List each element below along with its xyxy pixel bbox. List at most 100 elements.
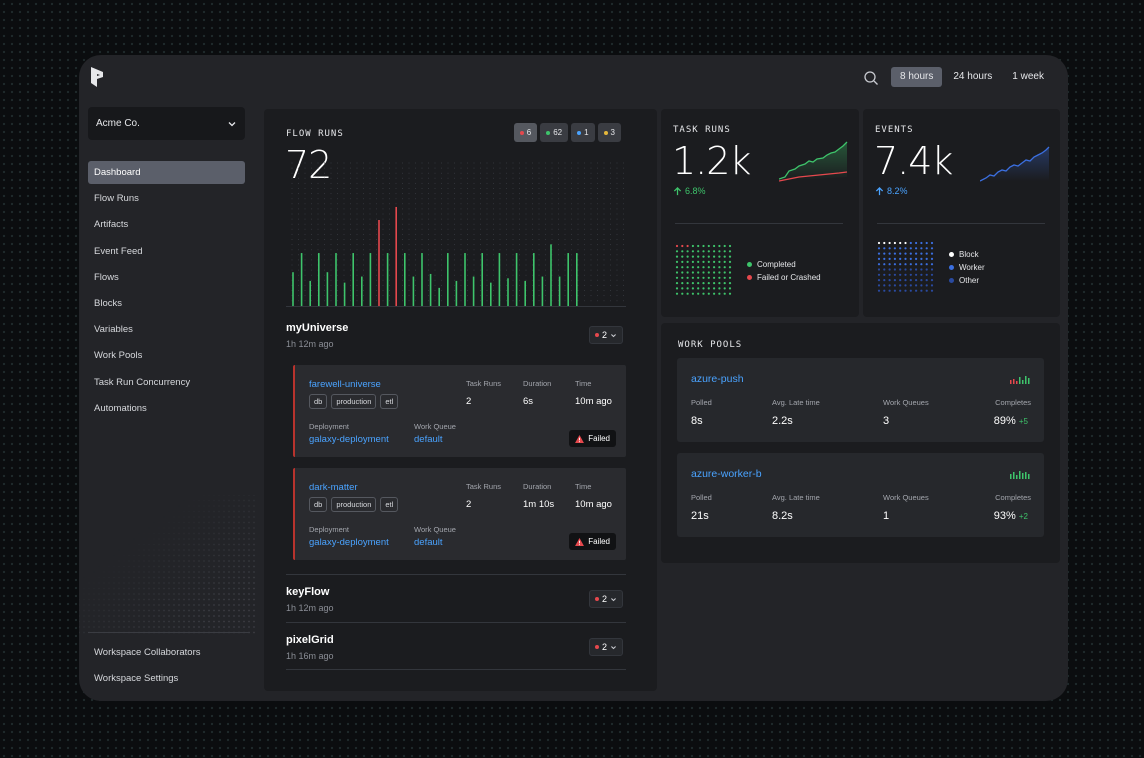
arrow-up-icon <box>875 186 884 195</box>
arrow-up-icon <box>673 186 682 195</box>
duration-label: Duration <box>523 482 552 491</box>
deployment-link[interactable]: galaxy-deployment <box>309 537 389 548</box>
tag[interactable]: production <box>331 394 377 409</box>
sidebar-item-flows[interactable]: Flows <box>94 271 119 283</box>
tag[interactable]: db <box>309 497 328 512</box>
chip-count: 6 <box>526 128 532 137</box>
sidebar-item-blocks[interactable]: Blocks <box>94 297 122 309</box>
chip-count: 3 <box>610 128 615 137</box>
events-title: EVENTS <box>875 125 914 135</box>
late-value: 2.2s <box>772 415 793 427</box>
trend-value: 8.2% <box>887 186 908 196</box>
duration-value: 6s <box>523 396 534 407</box>
legend-label: Completed <box>757 260 796 269</box>
row-divider <box>286 306 626 307</box>
state-badge-failed: Failed <box>569 430 616 447</box>
time-value: 10m ago <box>575 396 612 407</box>
workspace-name: Acme Co. <box>96 118 140 129</box>
prefect-logo-icon[interactable] <box>89 67 105 87</box>
trend-value: 6.8% <box>685 186 706 196</box>
sidebar-item-variables[interactable]: Variables <box>94 324 133 336</box>
pool-activity-bars <box>1010 471 1030 479</box>
run-name-link[interactable]: dark-matter <box>309 482 358 493</box>
search-icon[interactable] <box>863 70 879 86</box>
events-trend: 8.2% <box>875 186 908 196</box>
task-runs-total: 1.2k <box>672 139 751 183</box>
work-pool-card[interactable]: azure-worker-b Polled 21s Avg. Late time… <box>677 453 1044 537</box>
state-badge-failed: Failed <box>569 533 616 550</box>
flow-run-card[interactable]: farewell-universe db production etl Task… <box>293 365 626 457</box>
completes-delta: +5 <box>1018 417 1028 426</box>
work-queue-link[interactable]: default <box>414 434 443 445</box>
task-runs-value: 2 <box>466 499 472 510</box>
tag[interactable]: db <box>309 394 328 409</box>
flow-row-pixelgrid[interactable]: pixelGrid 1h 16m ago 2 <box>286 634 626 664</box>
pool-name-link[interactable]: azure-push <box>691 373 744 385</box>
workspace-select[interactable]: Acme Co. <box>88 107 245 140</box>
task-runs-value: 2 <box>466 396 472 407</box>
failed-count-badge[interactable]: 2 <box>588 326 623 344</box>
warning-icon <box>575 434 585 443</box>
work-queue-link[interactable]: default <box>414 537 443 548</box>
flow-runs-title: FLOW RUNS <box>286 129 344 139</box>
polled-value: 21s <box>691 510 709 522</box>
tag[interactable]: etl <box>380 497 399 512</box>
deployment-link[interactable]: galaxy-deployment <box>309 434 389 445</box>
flow-name: keyFlow <box>286 586 330 598</box>
sidebar-item-dashboard[interactable]: Dashboard <box>88 161 245 184</box>
legend-label: Worker <box>959 263 985 272</box>
tag[interactable]: production <box>331 497 377 512</box>
failed-count-badge[interactable]: 2 <box>588 638 623 656</box>
state-chip-completed[interactable]: 62 <box>540 123 569 142</box>
completes-percent: 93% <box>993 510 1016 522</box>
flow-row-keyflow[interactable]: keyFlow 1h 12m ago 2 <box>286 586 626 616</box>
flow-name: pixelGrid <box>286 634 334 646</box>
sidebar-item-work-pools[interactable]: Work Pools <box>94 350 143 362</box>
completed-dot-icon <box>747 262 752 267</box>
events-dot-grid <box>877 241 934 292</box>
queues-label: Work Queues <box>883 493 929 502</box>
state-label: Failed <box>588 434 610 443</box>
sidebar-item-task-run-concurrency[interactable]: Task Run Concurrency <box>94 376 191 388</box>
run-name-link[interactable]: farewell-universe <box>309 379 381 390</box>
late-value: 8.2s <box>772 510 793 522</box>
sidebar-nav: Dashboard Flow Runs Artifacts Event Feed… <box>88 161 245 423</box>
range-24-hours[interactable]: 24 hours <box>953 71 993 82</box>
chip-count: 62 <box>553 128 563 137</box>
time-value: 10m ago <box>575 499 612 510</box>
task-runs-sparkline <box>779 141 848 182</box>
badge-count: 2 <box>601 594 607 604</box>
failed-count-badge[interactable]: 2 <box>588 590 623 608</box>
range-1-week[interactable]: 1 week <box>1012 71 1044 82</box>
worker-dot-icon <box>949 265 954 270</box>
range-8-hours[interactable]: 8 hours <box>891 67 943 87</box>
tag[interactable]: etl <box>380 394 399 409</box>
sidebar-item-flow-runs[interactable]: Flow Runs <box>94 193 139 205</box>
completed-dot-icon <box>546 130 551 135</box>
pool-name-link[interactable]: azure-worker-b <box>691 468 762 480</box>
state-chip-running[interactable]: 1 <box>571 123 595 142</box>
sidebar-item-artifacts[interactable]: Artifacts <box>94 219 129 231</box>
work-pools-title: WORK POOLS <box>678 340 743 350</box>
sidebar-item-event-feed[interactable]: Event Feed <box>94 245 143 257</box>
flow-row-myuniverse[interactable]: myUniverse 1h 12m ago 2 <box>286 322 626 352</box>
sidebar-item-workspace-settings[interactable]: Workspace Settings <box>94 673 179 685</box>
flow-run-state-chips: 6 62 1 3 <box>513 123 621 142</box>
row-divider <box>286 574 626 575</box>
completes-label: Completes <box>995 493 1031 502</box>
work-pool-card[interactable]: azure-push Polled 8s Avg. Late time 2.2s… <box>677 358 1044 442</box>
flow-run-card[interactable]: dark-matter db production etl Task Runs … <box>293 468 626 560</box>
sidebar-item-workspace-collaborators[interactable]: Workspace Collaborators <box>94 647 201 658</box>
state-chip-failed[interactable]: 6 <box>513 123 538 142</box>
time-label: Time <box>575 379 592 388</box>
deployment-label: Deployment <box>309 525 350 534</box>
completes-delta: +2 <box>1018 512 1028 521</box>
state-chip-pending[interactable]: 3 <box>597 123 621 142</box>
events-panel: EVENTS 7.4k 8.2% Block Worker Other <box>863 109 1060 317</box>
task-runs-dot-grid <box>675 244 732 295</box>
app-window: 8 hours 24 hours 1 week Acme Co. Dashboa… <box>79 55 1068 701</box>
completes-percent: 89% <box>993 415 1016 427</box>
flow-name: myUniverse <box>286 322 349 334</box>
pending-dot-icon <box>603 130 608 135</box>
sidebar-item-automations[interactable]: Automations <box>94 402 147 414</box>
